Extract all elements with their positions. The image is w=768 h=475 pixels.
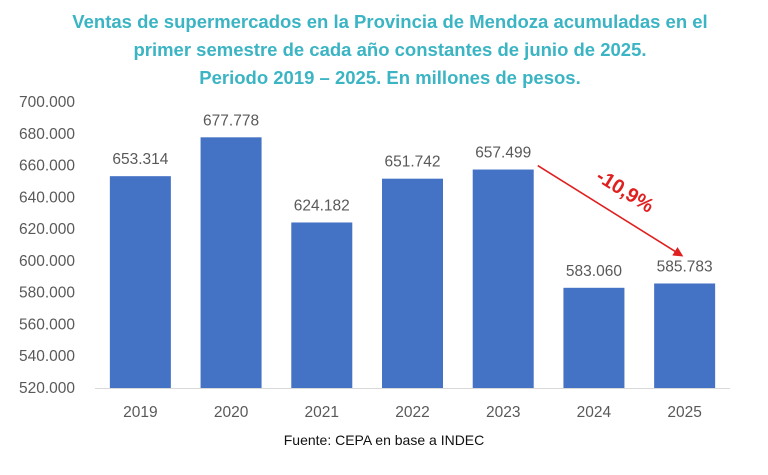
y-tick-label: 660.000 <box>19 158 75 175</box>
y-tick-label: 520.000 <box>19 380 75 397</box>
bar-2022 <box>382 178 443 388</box>
chart-title-line-3: Periodo 2019 – 2025. En millones de peso… <box>199 67 581 88</box>
bar-value-label: 624.182 <box>294 197 350 214</box>
bar-value-label: 651.742 <box>384 154 440 171</box>
y-tick-label: 700.000 <box>19 94 75 111</box>
chart-title-line-2: primer semestre de cada año constantes d… <box>133 39 647 60</box>
y-tick-label: 560.000 <box>19 316 75 333</box>
x-axis: 2019 2020 2021 2022 2023 2024 2025 <box>123 404 702 421</box>
x-tick-label: 2024 <box>577 404 612 421</box>
bar-value-labels: 653.314 677.778 624.182 651.742 657.499 583.0… <box>112 112 712 279</box>
bar-value-label: 585.783 <box>657 258 713 275</box>
change-label: -10,9% <box>592 165 658 217</box>
bar-2024 <box>563 287 625 388</box>
chart-title: Ventas de supermercados en la Provincia … <box>40 8 740 92</box>
decline-arrow <box>537 164 684 257</box>
x-tick-label: 2020 <box>214 404 249 421</box>
x-tick-label: 2025 <box>667 404 701 421</box>
x-tick-label: 2019 <box>123 404 157 421</box>
y-tick-label: 640.000 <box>19 189 75 206</box>
bars <box>109 137 716 388</box>
bar-value-label: 677.778 <box>203 112 259 129</box>
bar-2025 <box>654 283 716 388</box>
bar-2019 <box>109 176 171 388</box>
source-note: Fuente: CEPA en base a INDEC <box>283 432 485 448</box>
y-tick-label: 600.000 <box>19 253 75 270</box>
bar-2021 <box>291 222 353 388</box>
x-tick-label: 2021 <box>305 404 339 421</box>
bar-2023 <box>472 169 534 388</box>
x-tick-label: 2023 <box>486 404 520 421</box>
y-tick-label: 680.000 <box>19 126 75 143</box>
y-tick-label: 620.000 <box>19 221 75 238</box>
y-axis: 520.000 540.000 560.000 580.000 600.000 620.0… <box>19 94 75 397</box>
change-annotation: -10,9% <box>537 164 684 257</box>
y-tick-label: 580.000 <box>19 285 75 302</box>
x-tick-label: 2022 <box>395 404 429 421</box>
bar-value-label: 657.499 <box>475 145 531 162</box>
chart-title-line-1: Ventas de supermercados en la Provincia … <box>72 11 708 32</box>
bar-value-label: 653.314 <box>112 151 168 168</box>
y-tick-label: 540.000 <box>19 348 75 365</box>
bar-2020 <box>200 137 262 388</box>
bar-value-label: 583.060 <box>566 263 622 280</box>
